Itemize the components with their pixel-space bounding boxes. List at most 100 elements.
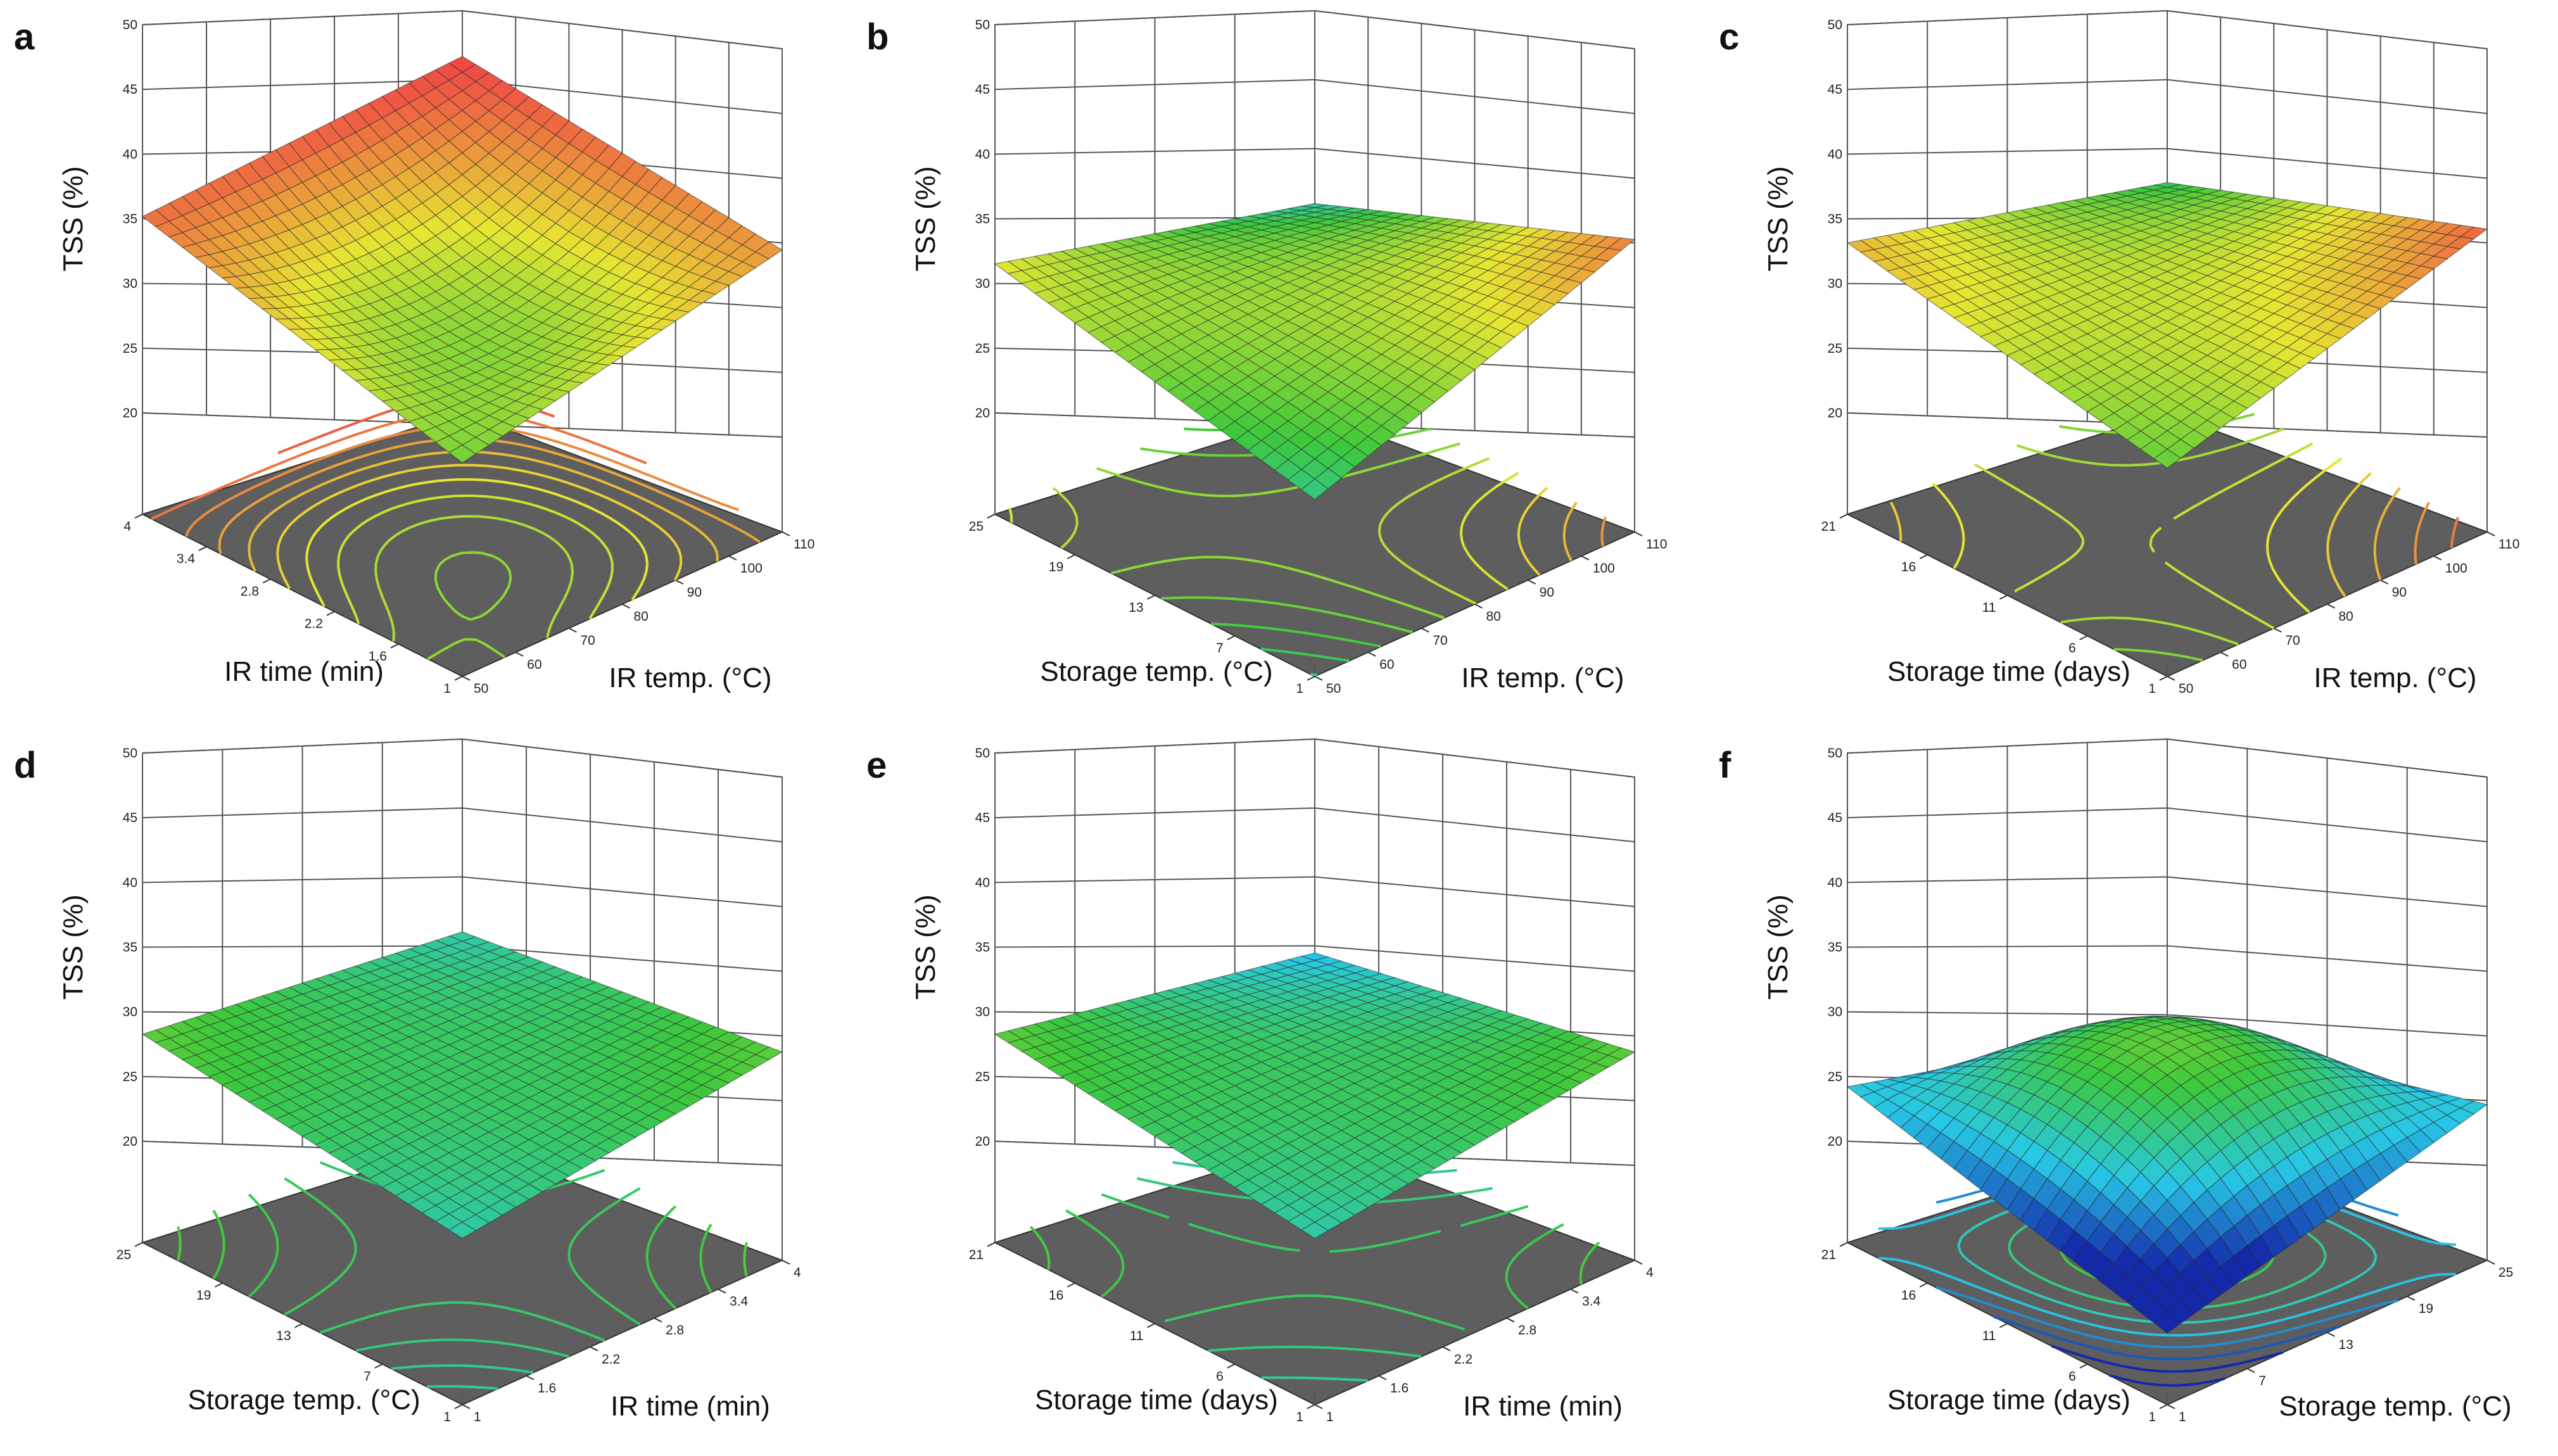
z-tick-label: 20 [975, 1134, 990, 1149]
surface-chart-d: 20 25 30 35 40 45 50 TSS (%) 1 7 13 19 25 1 1.6 2.2 2.8 3… [14, 738, 801, 1424]
right-tick-label: 7 [2258, 1374, 2266, 1388]
left-tick-mark [214, 1282, 223, 1288]
panel-a: 20 25 30 35 40 45 50 TSS (%) 1 1.6 2.2 2.8 3.4 4 50 60 7… [0, 0, 852, 728]
contour-line [1029, 1225, 1600, 1285]
chart-body: 20 25 30 35 40 45 50 TSS (%) 1 7 13 19 25 50 60 70 80 90 1… [910, 9, 1667, 696]
left-tick-mark [1147, 595, 1155, 600]
left-tick-mark [987, 1242, 996, 1247]
z-tick-label: 40 [1828, 147, 1842, 161]
contour-line [427, 551, 512, 661]
z-tick-label: 30 [975, 277, 990, 291]
right-tick-mark [590, 1346, 598, 1352]
right-tick-mark [2407, 1296, 2416, 1301]
right-tick-label: 60 [527, 657, 541, 672]
contour-line [212, 1210, 712, 1293]
z-axis-label: TSS (%) [910, 166, 941, 271]
left-axis-label: Storage time (days) [1035, 1384, 1278, 1415]
right-tick-label: 2.2 [602, 1352, 620, 1367]
response-surface [141, 56, 783, 464]
right-axis-label: IR time (min) [1463, 1391, 1623, 1422]
right-tick-label: 1.6 [538, 1381, 556, 1395]
contour-line [1932, 457, 2343, 614]
contour-line [248, 1193, 677, 1310]
right-tick-mark [462, 676, 471, 681]
surface-cell [1300, 1222, 1329, 1239]
left-tick-label: 19 [1049, 560, 1063, 574]
z-tick-label: 30 [1828, 277, 1842, 291]
left-axis-label: Storage time (days) [1887, 1384, 2131, 1415]
panel-b: 20 25 30 35 40 45 50 TSS (%) 1 7 13 19 25 50 60 70 80 90 1… [852, 0, 1705, 728]
z-tick-label: 35 [1828, 940, 1842, 955]
contour-line [374, 515, 574, 642]
right-tick-label: 50 [1326, 681, 1341, 696]
right-tick-mark [1528, 579, 1536, 585]
z-tick-label: 30 [975, 1005, 990, 1020]
left-tick-mark [2079, 1364, 2088, 1369]
panel-letter: c [1719, 16, 1739, 58]
right-tick-mark [515, 652, 524, 657]
z-axis-label: TSS (%) [1763, 166, 1794, 271]
z-axis-label: TSS (%) [910, 894, 941, 999]
left-tick-mark [1307, 676, 1315, 681]
left-tick-label: 4 [123, 519, 131, 534]
contour-line [1889, 472, 2372, 597]
left-tick-label: 11 [1982, 600, 1996, 615]
z-tick-label: 45 [975, 811, 990, 825]
right-tick-label: 70 [2285, 633, 2300, 648]
panel-letter: d [14, 745, 36, 786]
left-tick-mark [1307, 1404, 1315, 1409]
left-tick-mark [374, 1364, 383, 1369]
z-tick-label: 20 [1828, 1134, 1842, 1149]
right-tick-mark [2246, 1368, 2255, 1373]
contour-line [1096, 442, 1461, 619]
left-tick-label: 2.8 [241, 584, 259, 598]
response-surface [1846, 182, 2488, 469]
right-tick-label: 110 [794, 537, 814, 552]
contour-line [337, 494, 614, 624]
right-tick-mark [2167, 1404, 2175, 1409]
panel-letter: b [866, 16, 889, 58]
right-tick-mark [2486, 531, 2495, 536]
left-tick-label: 6 [2068, 1369, 2076, 1384]
left-tick-mark [1999, 595, 2008, 600]
right-tick-label: 60 [1379, 657, 1394, 672]
left-tick-label: 25 [969, 519, 984, 534]
right-tick-label: 2.8 [1518, 1323, 1536, 1338]
right-tick-label: 50 [474, 681, 488, 696]
right-tick-mark [2327, 604, 2335, 609]
z-tick-label: 35 [123, 940, 137, 955]
left-tick-mark [326, 611, 335, 616]
right-tick-label: 1.6 [1390, 1381, 1409, 1395]
left-tick-mark [134, 1242, 143, 1247]
contour-line [305, 478, 649, 607]
z-tick-label: 25 [123, 341, 137, 356]
contour-line [1008, 472, 1519, 591]
z-tick-label: 20 [975, 406, 990, 421]
z-axis-label: TSS (%) [58, 894, 89, 999]
left-tick-label: 16 [1901, 1288, 1916, 1303]
right-tick-label: 70 [580, 633, 595, 648]
right-tick-mark [675, 579, 684, 585]
z-axis-label: TSS (%) [1763, 894, 1794, 999]
contour-line [2017, 427, 2284, 646]
panel-d: 20 25 30 35 40 45 50 TSS (%) 1 7 13 19 25 1 1.6 2.2 2.8 3… [0, 728, 852, 1456]
left-tick-mark [2159, 1404, 2168, 1409]
left-tick-mark [454, 676, 463, 681]
left-tick-label: 13 [1129, 600, 1143, 615]
right-tick-mark [2273, 628, 2282, 633]
left-tick-mark [262, 578, 271, 584]
left-tick-label: 16 [1901, 560, 1916, 574]
right-tick-label: 2.2 [1454, 1352, 1472, 1367]
right-tick-mark [2380, 579, 2389, 585]
left-axis-label: Storage temp. (°C) [1040, 656, 1272, 687]
z-tick-label: 30 [123, 1005, 137, 1020]
z-tick-label: 25 [975, 341, 990, 356]
z-tick-label: 20 [1828, 406, 1842, 421]
right-tick-label: 4 [794, 1265, 801, 1280]
right-axis-label: IR temp. (°C) [609, 662, 771, 693]
surface-chart-a: 20 25 30 35 40 45 50 TSS (%) 1 1.6 2.2 2.8 3.4 4 50 60 7… [14, 9, 814, 696]
right-tick-label: 19 [2419, 1301, 2433, 1316]
right-tick-mark [622, 604, 630, 609]
